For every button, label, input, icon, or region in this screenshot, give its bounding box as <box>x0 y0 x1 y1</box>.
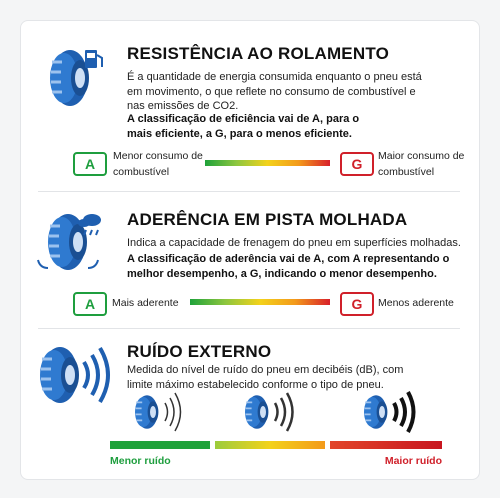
tire-icon <box>48 48 91 108</box>
noise-bar <box>215 441 325 449</box>
tire-small <box>244 394 270 430</box>
grade-badge: A <box>73 152 107 176</box>
grade-badge: G <box>340 152 374 176</box>
section-title: RESISTÊNCIA AO ROLAMENTO <box>127 44 390 63</box>
scale-label: Menor consumo de combustível <box>113 150 203 178</box>
noise-bar <box>110 441 210 449</box>
scale-label: Menor ruído <box>110 455 171 467</box>
sound-low <box>164 392 182 432</box>
emphasis: A classificação de aderência vai de A, c… <box>127 253 450 280</box>
description: É a quantidade de energia consumida enqu… <box>127 71 422 112</box>
description: Indica a capacidade de frenagem do pneu … <box>127 237 461 249</box>
scale-label: Maior ruído <box>384 455 442 467</box>
grade-badge: A <box>73 292 107 316</box>
scale-label: Menos aderente <box>378 297 454 309</box>
gradient-bar <box>190 299 330 305</box>
description: Medida do nível de ruído do pneu em deci… <box>127 364 404 391</box>
noise-bar <box>330 441 442 449</box>
grade-badge: G <box>340 292 374 316</box>
rain-icon <box>37 214 101 269</box>
sound-icon <box>82 346 110 404</box>
tire-small <box>134 394 160 430</box>
sound-high <box>392 391 416 433</box>
scale-label: Mais aderente <box>112 297 179 309</box>
sound-mid <box>273 392 294 432</box>
fuel-icon <box>85 50 103 68</box>
gradient-bar <box>205 160 330 166</box>
divider <box>38 191 460 192</box>
tire-small <box>363 394 389 430</box>
divider <box>38 328 460 329</box>
section-title: ADERÊNCIA EM PISTA MOLHADA <box>127 210 408 229</box>
emphasis: A classificação de eficiência vai de A, … <box>127 113 360 140</box>
scale-label: Maior consumo de combustível <box>378 150 465 178</box>
tire-icon <box>38 345 81 405</box>
section-title: RUÍDO EXTERNO <box>127 342 272 361</box>
